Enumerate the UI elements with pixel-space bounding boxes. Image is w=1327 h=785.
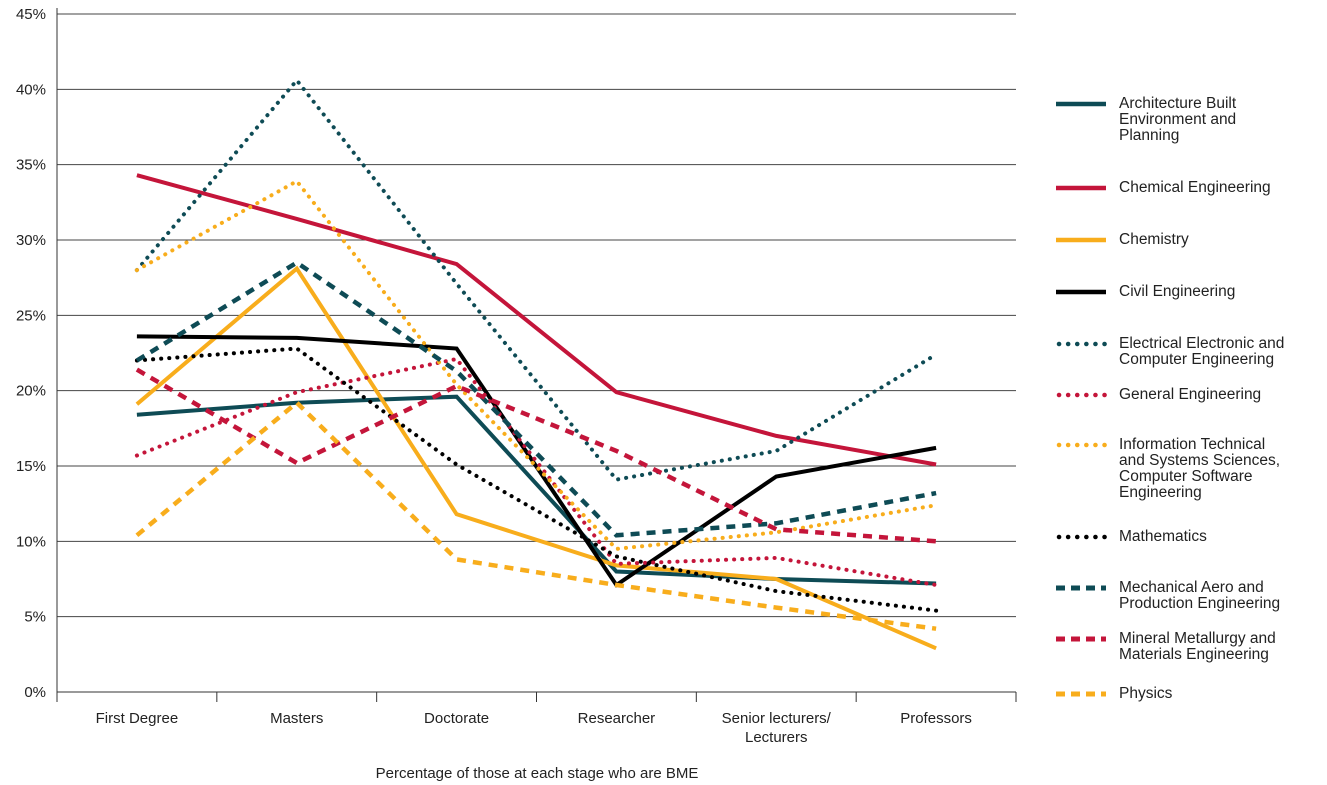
series-line-5 [134,77,939,482]
x-tick-label: Researcher [578,710,656,727]
series-lines [134,77,939,651]
legend-label: Mechanical Aero and Production Engineeri… [1119,579,1281,612]
legend-label: Mineral Metallurgy and Materials Enginee… [1119,630,1276,663]
x-axis-ticks: First Degree Masters Doctorate Researcher Se… [56,692,1017,746]
y-axis-ticks: 0% 5% 10% 15% 20% 25% 30% 35% 40% 45% [16,6,46,701]
legend-swatch [1056,691,1106,697]
x-axis-title: Percentage of those at each stage who ar… [376,765,699,782]
y-tick-label: 40% [16,81,46,98]
x-tick-label: Senior lecturers/Lecturers [722,710,832,746]
legend-swatch [1056,185,1106,191]
legend-swatch [1056,392,1108,398]
series-line-2 [136,173,937,467]
legend-label: Physics [1119,685,1173,702]
y-tick-label: 5% [24,609,46,626]
series-line-3 [135,265,937,651]
legend-label: Architecture Built Environment and Plann… [1119,95,1237,144]
x-tick-label: Professors [900,710,972,727]
y-tick-label: 15% [16,458,46,475]
legend-swatch [1056,534,1108,540]
series-line-11 [135,399,937,631]
legend-swatch [1056,341,1108,347]
legend-label: Civil Engineering [1119,283,1236,300]
legend-label: Information Technical and Systems Scienc… [1119,436,1281,501]
y-tick-label: 10% [16,533,46,550]
series-line-1 [136,394,937,586]
legend-swatch [1056,585,1106,591]
legend-swatch [1056,442,1108,448]
legend-label: General Engineering [1119,386,1262,403]
y-tick-label: 20% [16,383,46,400]
series-line-6 [134,356,939,587]
legend-label: Chemistry [1119,231,1189,248]
y-tick-label: 0% [24,684,46,701]
legend-label: Electrical Electronic and Computer Engin… [1119,335,1285,368]
y-tick-label: 25% [16,307,46,324]
gridlines [57,13,1016,618]
x-tick-label: Doctorate [424,710,489,727]
legend-swatch [1056,237,1106,243]
series-line-4 [136,334,937,588]
legend-swatch [1056,101,1106,107]
x-tick-label: Masters [270,710,323,727]
legend-swatch [1056,289,1106,295]
x-tick-label: First Degree [96,710,179,727]
series-line-10 [135,367,937,544]
y-tick-label: 35% [16,157,46,174]
legend-label: Chemical Engineering [1119,179,1271,196]
legend-label: Mathematics [1119,528,1207,545]
y-tick-label: 30% [16,232,46,249]
y-tick-label: 45% [16,6,46,23]
series-line-7 [134,178,939,551]
legend-swatch [1056,636,1106,642]
